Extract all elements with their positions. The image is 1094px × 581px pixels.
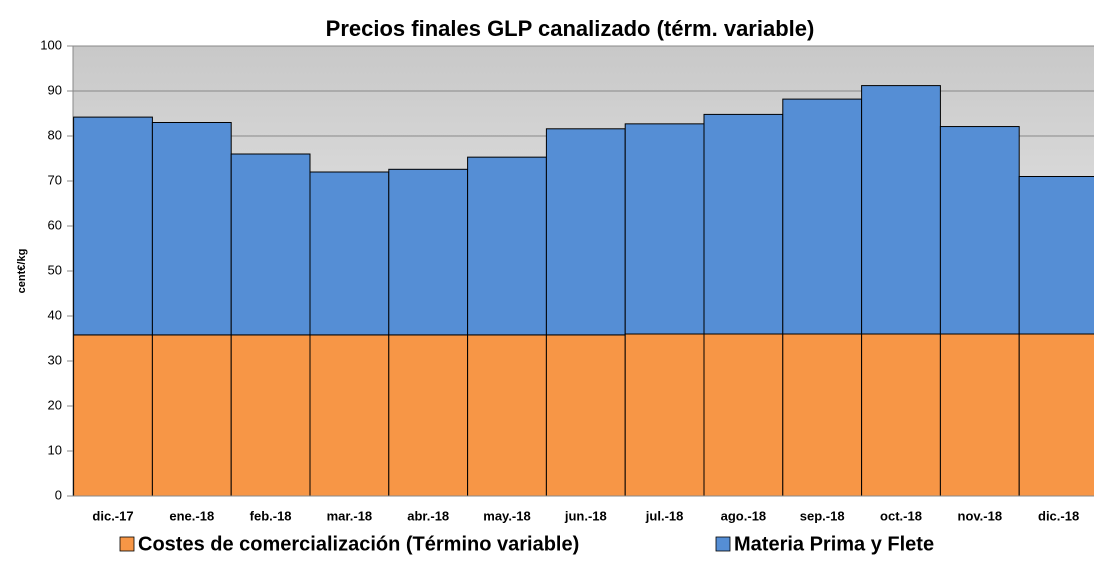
bar-segment [624, 333, 705, 497]
bar-segment [624, 123, 705, 335]
x-tick-label: ago.-18 [721, 508, 767, 523]
y-tick-label: 0 [55, 487, 62, 502]
bar-segment [309, 334, 390, 497]
bar-segment [782, 98, 863, 335]
x-tick-label: jun.-18 [564, 508, 607, 523]
y-tick-label: 90 [48, 82, 62, 97]
bar-segment [782, 333, 863, 497]
y-tick-label: 80 [48, 127, 62, 142]
bar-segment [151, 122, 232, 336]
bar-segment [151, 334, 232, 497]
bar-segment [467, 156, 547, 336]
bar-segment [545, 334, 626, 497]
bar-segment [939, 126, 1020, 335]
bar-segment [1018, 333, 1094, 497]
x-tick-label: jul.-18 [645, 508, 684, 523]
y-tick-label: 40 [48, 307, 62, 322]
x-tick-label: oct.-18 [880, 508, 922, 523]
bar-segment [230, 334, 311, 497]
bar-segment [939, 333, 1020, 497]
x-tick-label: may.-18 [483, 508, 530, 523]
bar-segment [467, 334, 547, 497]
bar-segment [230, 153, 311, 336]
legend-label: Materia Prima y Flete [734, 533, 934, 555]
y-axis-label: cent€/kg [16, 249, 28, 294]
x-tick-label: ene.-18 [169, 508, 214, 523]
y-tick-label: 100 [40, 37, 62, 52]
bar-segment [861, 333, 941, 497]
bar-segment [309, 171, 390, 336]
x-tick-label: abr.-18 [407, 508, 449, 523]
bar-segment [73, 116, 153, 336]
bar-segment [861, 85, 941, 335]
bar-segment [73, 334, 153, 497]
bar-segment [1018, 176, 1094, 335]
x-tick-label: nov.-18 [958, 508, 1003, 523]
bar-segment [703, 113, 784, 335]
x-tick-label: dic.-18 [1038, 508, 1079, 523]
legend-swatch [715, 536, 731, 552]
y-tick-label: 30 [48, 352, 62, 367]
y-tick-label: 10 [48, 442, 62, 457]
y-tick-label: 50 [48, 262, 62, 277]
y-tick-label: 20 [48, 397, 62, 412]
y-tick-label: 70 [48, 172, 62, 187]
legend-label: Costes de comercialización (Término vari… [138, 533, 579, 555]
x-tick-label: mar.-18 [327, 508, 373, 523]
chart-title: Precios finales GLP canalizado (térm. va… [326, 16, 815, 41]
x-tick-label: dic.-17 [92, 508, 133, 523]
bar-segment [545, 128, 626, 336]
y-tick-label: 60 [48, 217, 62, 232]
bar-segment [703, 333, 784, 497]
x-tick-label: sep.-18 [800, 508, 845, 523]
bar-segment [388, 168, 469, 336]
legend-swatch [119, 536, 135, 552]
bar-segment [388, 334, 469, 497]
x-tick-label: feb.-18 [250, 508, 292, 523]
